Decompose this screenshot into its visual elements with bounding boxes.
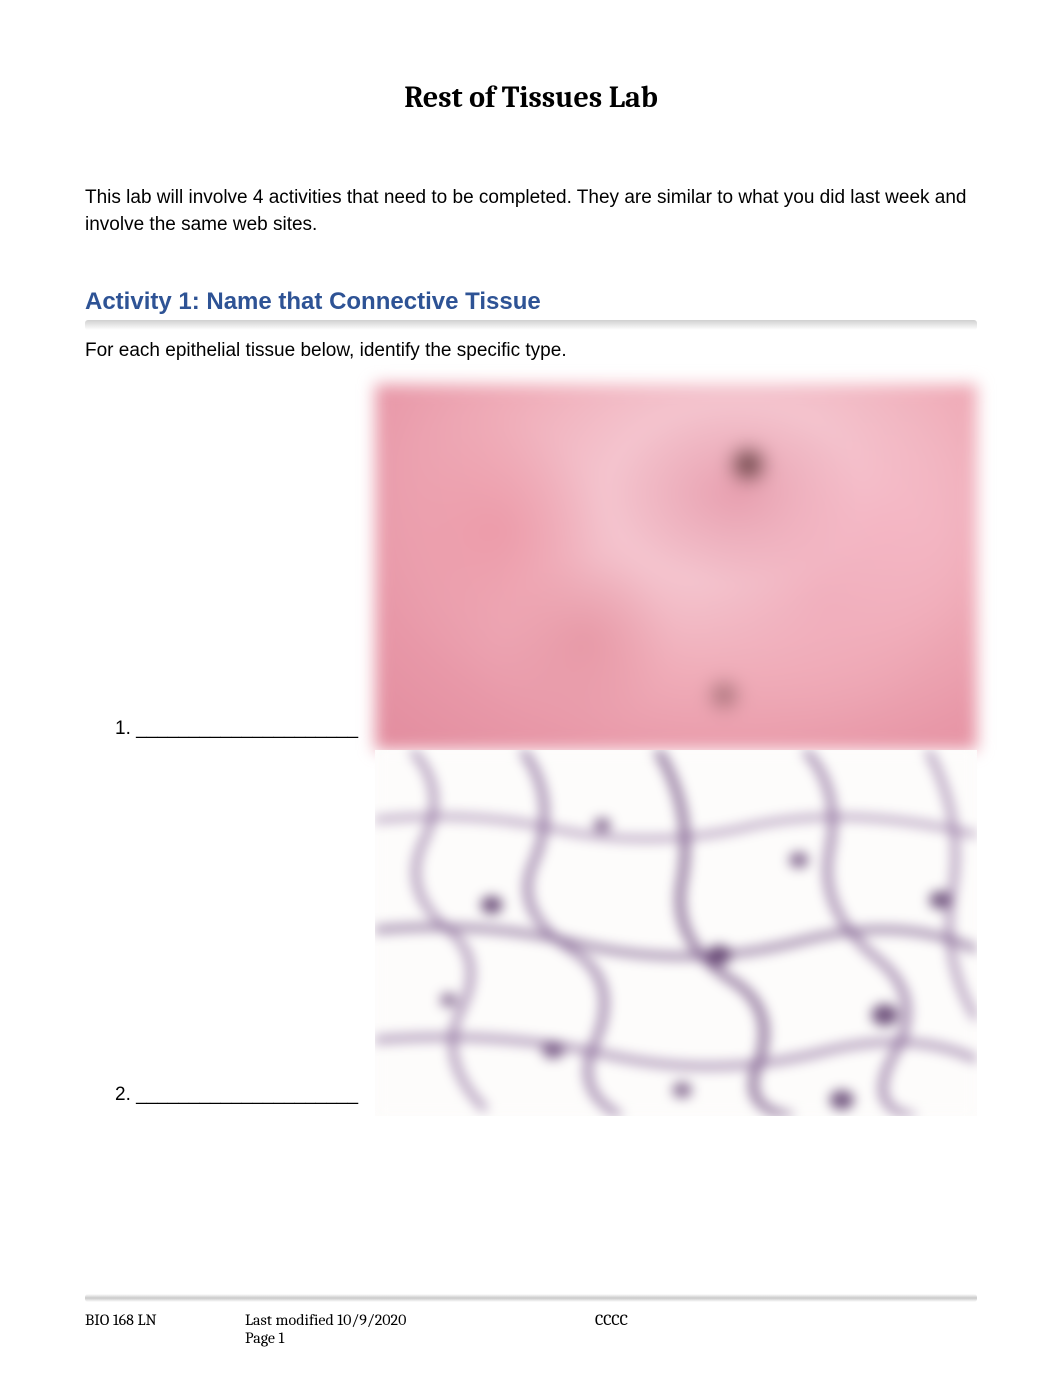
intro-paragraph: This lab will involve 4 activities that … (85, 185, 977, 238)
tissue-label-2: 2. _____________________ (85, 1084, 375, 1116)
footer-modified: Last modified 10/9/2020 (245, 1311, 585, 1329)
footer-center: Last modified 10/9/2020 Page 1 (245, 1311, 585, 1347)
footer-divider (85, 1294, 977, 1302)
item-blank: _____________________ (136, 718, 358, 739)
tissue-label-1: 1. _____________________ (85, 718, 375, 750)
item-number: 1. (115, 718, 131, 739)
tissue-image-1 (375, 384, 977, 750)
document-page: Rest of Tissues Lab This lab will involv… (0, 0, 1062, 1377)
tissue-image-1-texture (375, 384, 977, 750)
activity-instruction: For each epithelial tissue below, identi… (85, 340, 977, 362)
activity-heading: Activity 1: Name that Connective Tissue (85, 288, 977, 322)
page-title: Rest of Tissues Lab (85, 80, 977, 115)
item-blank: _____________________ (136, 1084, 358, 1105)
footer-page: Page 1 (245, 1329, 585, 1347)
item-number: 2. (115, 1084, 131, 1105)
tissue-item-1: 1. _____________________ (85, 384, 977, 750)
page-footer: BIO 168 LN Last modified 10/9/2020 Page … (85, 1311, 977, 1347)
footer-institution: CCCC (585, 1311, 977, 1347)
tissue-image-2 (375, 750, 977, 1116)
tissue-image-2-pattern (375, 750, 977, 1116)
tissue-item-2: 2. _____________________ (85, 750, 977, 1116)
footer-course: BIO 168 LN (85, 1311, 245, 1347)
